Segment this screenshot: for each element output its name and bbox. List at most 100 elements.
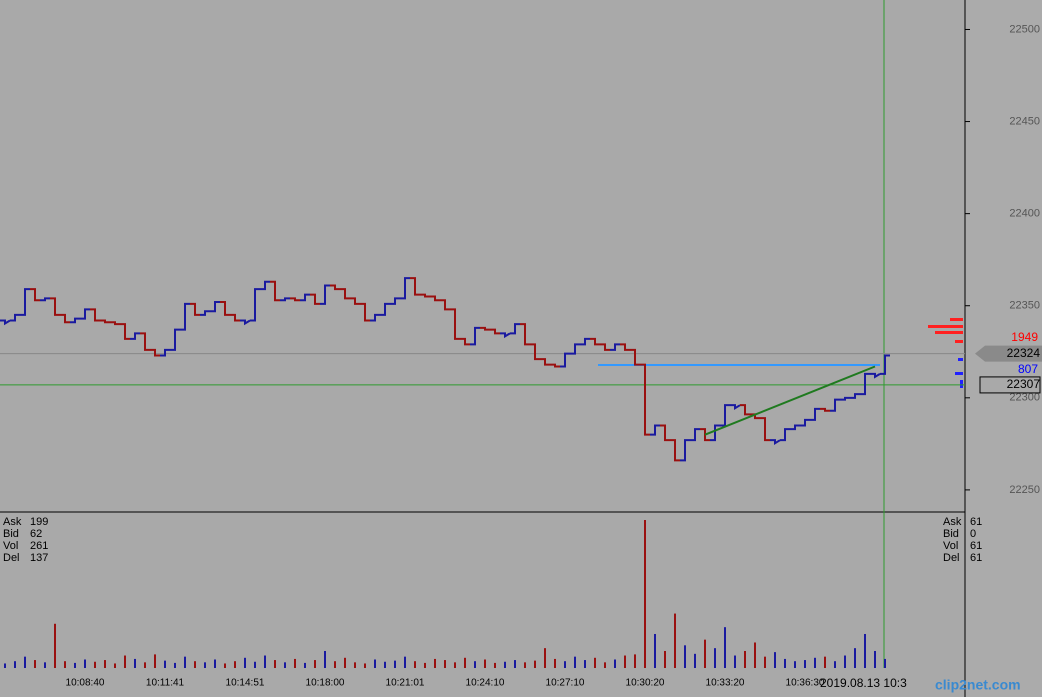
price-bar <box>530 343 540 361</box>
volume-bar <box>74 662 76 668</box>
volume-bar <box>324 650 326 668</box>
price-bar <box>160 348 170 357</box>
price-bar <box>410 277 420 296</box>
price-bar <box>30 288 40 302</box>
x-tick-label: 10:33:20 <box>706 678 745 689</box>
price-bar <box>0 319 11 326</box>
info-value: 61 <box>970 540 982 552</box>
info-value: 261 <box>30 540 48 552</box>
info-label: Bid <box>943 528 959 540</box>
volume-bar <box>194 661 196 668</box>
price-bar <box>220 301 230 316</box>
volume-bar <box>514 660 516 668</box>
volume-bar <box>824 656 826 668</box>
x-tick-label: 10:11:41 <box>146 678 185 689</box>
price-bar <box>770 439 781 445</box>
volume-bar <box>144 662 146 668</box>
volume-bar <box>604 662 606 668</box>
price-bar <box>850 393 860 399</box>
info-label: Vol <box>943 540 958 552</box>
volume-bar <box>374 659 376 668</box>
price-bar <box>210 301 220 313</box>
price-bar <box>370 313 380 322</box>
info-value: 199 <box>30 516 48 528</box>
price-bar <box>880 354 890 375</box>
volume-bar <box>154 654 156 668</box>
volume-bar <box>34 660 36 668</box>
price-bar <box>500 332 511 339</box>
volume-bar <box>424 662 426 668</box>
volume-bar <box>564 661 566 668</box>
price-bar <box>830 398 840 412</box>
price-bar <box>550 363 560 368</box>
price-bar <box>310 293 320 305</box>
volume-bar <box>844 655 846 668</box>
volume-bar <box>724 627 726 668</box>
volume-bar <box>94 661 96 668</box>
info-value: 61 <box>970 552 982 564</box>
price-bar <box>380 302 390 316</box>
volume-bar <box>654 633 656 668</box>
price-bar <box>860 372 870 396</box>
x-tick-label: 10:24:10 <box>466 678 505 689</box>
timestamp: 2019.08.13 10:3 <box>820 676 907 690</box>
x-tick-label: 10:36:30 <box>786 678 825 689</box>
volume-bar <box>104 660 106 668</box>
current-price-badge <box>975 345 1042 362</box>
price-bar <box>180 302 190 331</box>
volume-bar <box>704 639 706 668</box>
price-bar <box>360 302 370 322</box>
price-bar <box>790 424 800 431</box>
volume-bar <box>624 655 626 668</box>
volume-bar <box>494 662 496 668</box>
current-price-label: 22324 <box>1007 346 1041 360</box>
price-bar <box>260 280 270 291</box>
price-bar <box>710 424 720 442</box>
volume-bar <box>344 657 346 668</box>
volume-bar <box>124 655 126 668</box>
y-tick-label: 22400 <box>1009 208 1040 220</box>
volume-bar <box>434 658 436 668</box>
volume-bar <box>264 655 266 668</box>
price-bar <box>90 308 100 322</box>
volume-bar <box>614 659 616 668</box>
volume-bar <box>364 663 366 668</box>
volume-bar <box>814 657 816 668</box>
price-bar <box>290 297 300 302</box>
volume-bar <box>744 650 746 668</box>
price-bar <box>600 343 610 351</box>
price-bar <box>350 297 360 305</box>
volume-bar <box>464 657 466 668</box>
volume-bar <box>544 648 546 668</box>
volume-bar <box>764 656 766 668</box>
price-bar <box>580 337 590 346</box>
volume-bar <box>334 661 336 668</box>
price-bar <box>740 404 750 416</box>
volume-bar <box>164 660 166 668</box>
price-bar <box>780 428 790 442</box>
price-bar <box>140 332 150 351</box>
cursor-price-box <box>979 376 1041 394</box>
volume-bar <box>4 663 6 668</box>
price-bar <box>660 424 670 442</box>
price-bar <box>870 372 881 379</box>
price-bar <box>130 332 140 340</box>
price-bar <box>750 413 760 420</box>
volume-bar <box>284 662 286 668</box>
volume-bar <box>674 613 676 668</box>
volume-bar <box>134 658 136 668</box>
price-bar <box>720 404 730 427</box>
volume-bar <box>404 656 406 668</box>
volume-bar <box>54 623 56 668</box>
price-bar <box>120 323 130 340</box>
price-bar <box>590 337 600 346</box>
volume-bar <box>384 661 386 668</box>
volume-bar <box>234 661 236 668</box>
price-bar <box>70 317 80 324</box>
volume-bar <box>834 661 836 668</box>
volume-bar <box>754 642 756 668</box>
volume-bar <box>804 660 806 668</box>
volume-bar <box>584 660 586 668</box>
